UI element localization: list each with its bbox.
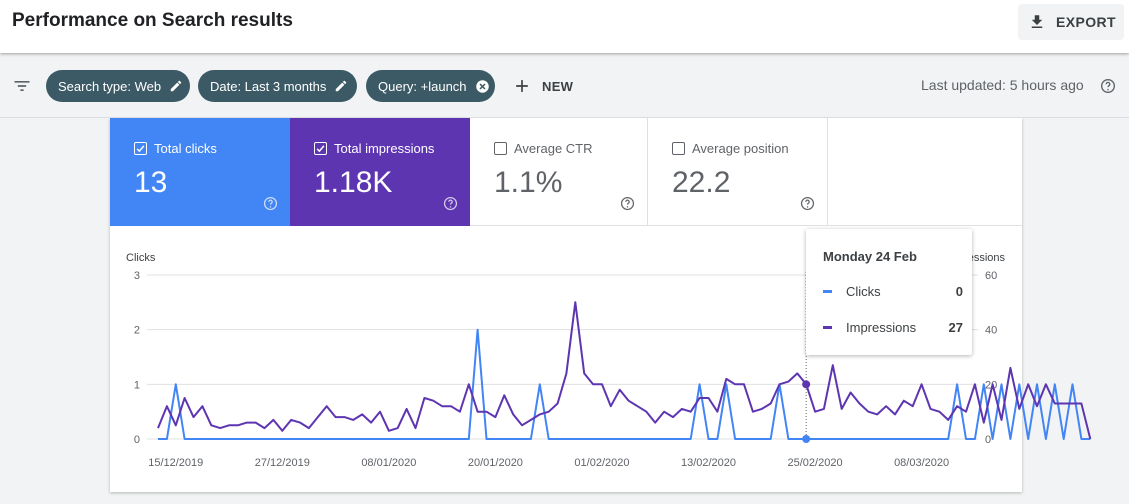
metric-total-clicks[interactable]: Total clicks 13	[110, 118, 290, 226]
clicks-series-line	[158, 328, 1091, 440]
tooltip-label: Impressions	[846, 320, 917, 335]
metric-label: Average position	[692, 141, 789, 156]
chip-label: Date: Last 3 months	[210, 78, 327, 94]
tooltip-label: Clicks	[846, 284, 881, 299]
metric-value: 22.2	[672, 166, 731, 199]
add-icon	[516, 80, 528, 92]
metric-divider	[828, 225, 1022, 226]
edit-icon[interactable]	[334, 79, 348, 93]
x-tick-label: 27/12/2019	[255, 457, 310, 469]
metric-average-ctr[interactable]: Average CTR 1.1%	[470, 118, 648, 226]
metric-average-position[interactable]: Average position 22.2	[648, 118, 828, 226]
cancel-icon[interactable]	[475, 79, 490, 94]
new-filter-button[interactable]: NEW	[512, 70, 573, 102]
page-header: Performance on Search results EXPORT	[0, 0, 1129, 53]
help-icon[interactable]	[443, 196, 458, 211]
tooltip-value: 0	[955, 284, 963, 299]
new-label: NEW	[542, 78, 574, 94]
tooltip-row-clicks: Clicks 0	[823, 284, 963, 299]
legend-swatch	[823, 290, 832, 293]
last-updated-text: Last updated: 5 hours ago	[921, 77, 1084, 93]
clicks-hover-point	[802, 435, 811, 443]
impressions-hover-point	[802, 380, 811, 389]
performance-card: Total clicks 13 Total impressions 1.18K …	[110, 118, 1022, 492]
metric-label: Average CTR	[514, 141, 593, 156]
y-tick-label-right: 60	[985, 270, 997, 282]
impressions-series-line	[157, 301, 1092, 440]
checkbox-unchecked-icon[interactable]	[672, 142, 685, 155]
export-button[interactable]: EXPORT	[1018, 4, 1124, 40]
tooltip-row-impressions: Impressions 27	[823, 320, 963, 335]
y-tick-label-left: 2	[134, 325, 140, 337]
download-icon	[1031, 15, 1043, 28]
x-tick-label: 01/02/2020	[574, 457, 629, 469]
help-icon[interactable]	[800, 196, 815, 211]
tooltip-date: Monday 24 Feb	[823, 249, 917, 264]
filter-list-icon[interactable]	[12, 76, 32, 96]
export-label: EXPORT	[1056, 14, 1116, 30]
metric-value: 13	[134, 166, 168, 199]
metric-total-impressions[interactable]: Total impressions 1.18K	[290, 118, 470, 226]
x-tick-label: 08/01/2020	[361, 457, 416, 469]
checkbox-checked-icon[interactable]	[134, 142, 147, 155]
y-tick-label-right: 0	[985, 434, 991, 446]
y-tick-label-left: 0	[134, 434, 140, 446]
checkbox-checked-icon[interactable]	[314, 142, 327, 155]
chart-tooltip: Monday 24 Feb Clicks 0 Impressions 27	[806, 229, 972, 355]
page-title: Performance on Search results	[12, 10, 293, 31]
y-tick-label-left: 3	[134, 270, 140, 282]
chip-search-type[interactable]: Search type: Web	[46, 70, 190, 102]
y-axis-title-left: Clicks	[126, 252, 156, 264]
y-tick-label-right: 40	[985, 325, 997, 337]
chip-query[interactable]: Query: +launch	[366, 70, 495, 102]
chip-date[interactable]: Date: Last 3 months	[198, 70, 357, 102]
x-tick-label: 20/01/2020	[468, 457, 523, 469]
edit-icon[interactable]	[169, 79, 183, 93]
chip-label: Query: +launch	[378, 78, 467, 94]
help-icon[interactable]	[1100, 78, 1116, 94]
x-tick-label: 08/03/2020	[894, 457, 949, 469]
metric-value: 1.1%	[494, 166, 563, 199]
metric-label: Total clicks	[154, 141, 217, 156]
x-tick-label: 25/02/2020	[788, 457, 843, 469]
metric-label: Total impressions	[334, 141, 435, 156]
tooltip-value: 27	[948, 320, 963, 335]
checkbox-unchecked-icon[interactable]	[494, 142, 507, 155]
metric-value: 1.18K	[314, 166, 393, 199]
y-tick-label-left: 1	[134, 379, 140, 391]
filter-bar: Search type: Web Date: Last 3 months Que…	[0, 53, 1129, 118]
help-icon[interactable]	[620, 196, 635, 211]
x-tick-label: 13/02/2020	[681, 457, 736, 469]
chip-label: Search type: Web	[58, 78, 162, 94]
legend-swatch	[823, 326, 832, 329]
x-tick-label: 15/12/2019	[148, 457, 203, 469]
help-icon[interactable]	[263, 196, 278, 211]
